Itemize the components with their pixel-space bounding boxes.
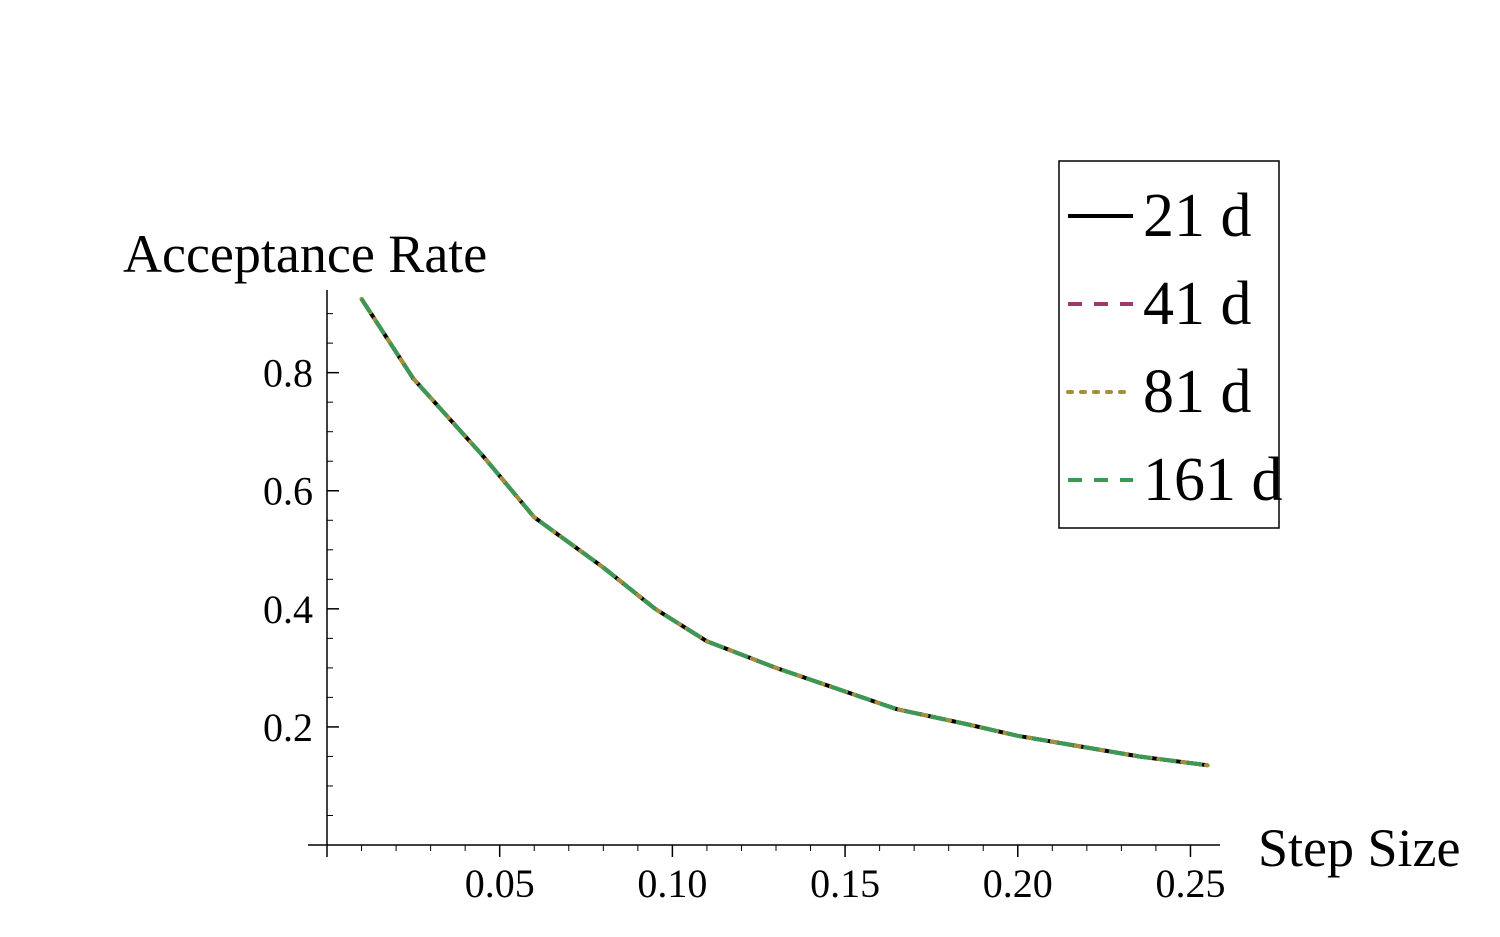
y-tick-label: 0.8 — [263, 351, 313, 396]
y-tick-label: 0.6 — [263, 469, 313, 514]
x-tick-label: 0.15 — [810, 861, 880, 906]
x-ticks: 0.05 0.10 0.15 0.20 0.25 — [465, 845, 1225, 906]
minor-ticks — [327, 313, 1157, 851]
y-tick-label: 0.2 — [263, 705, 313, 750]
x-tick-label: 0.20 — [983, 861, 1053, 906]
x-tick-label: 0.10 — [637, 861, 707, 906]
legend-label: 161 d — [1143, 446, 1283, 514]
axes — [308, 290, 1220, 857]
x-tick-label: 0.25 — [1155, 861, 1225, 906]
legend: 21 d 41 d 81 d 161 d — [1058, 160, 1283, 529]
legend-label: 81 d — [1143, 358, 1252, 426]
x-axis-title: Step Size — [1258, 818, 1460, 878]
legend-box — [1058, 160, 1280, 529]
series-layer — [359, 296, 1210, 768]
series-line-81d — [359, 296, 1210, 768]
legend-label: 41 d — [1143, 270, 1252, 338]
y-axis-title: Acceptance Rate — [123, 224, 487, 284]
y-ticks: 0.2 0.4 0.6 0.8 — [263, 351, 339, 750]
legend-label: 21 d — [1143, 182, 1252, 250]
x-tick-label: 0.05 — [465, 861, 535, 906]
legend-items: 21 d 41 d 81 d 161 d — [1066, 182, 1283, 514]
y-tick-label: 0.4 — [263, 587, 313, 632]
